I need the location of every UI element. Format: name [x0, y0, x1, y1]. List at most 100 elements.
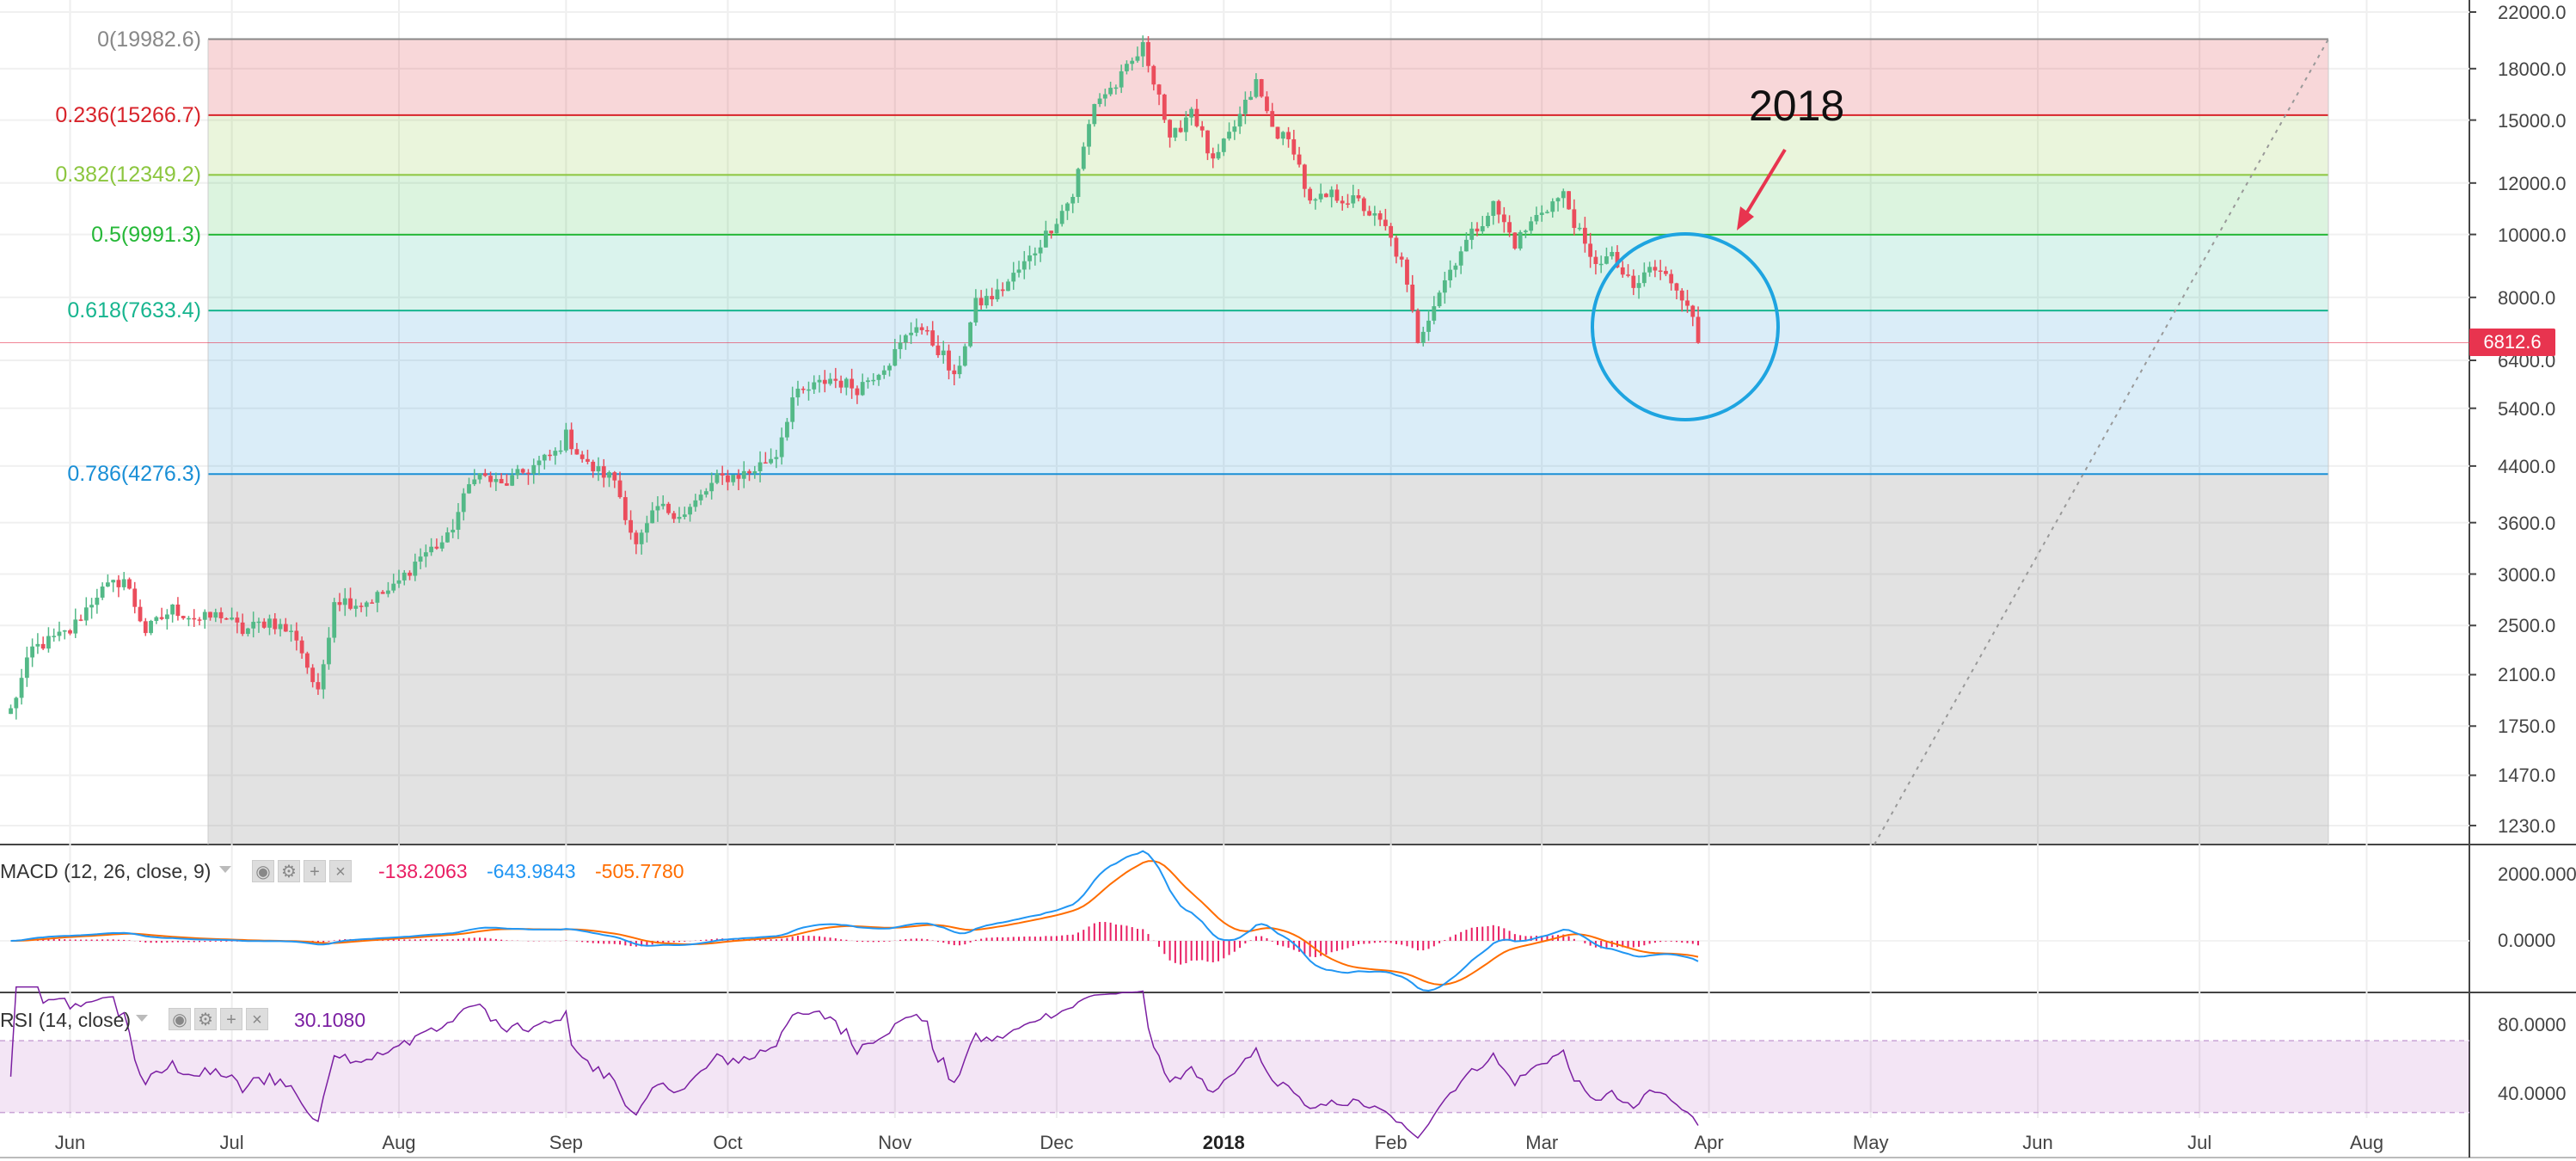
annotation-arrow[interactable] [1744, 148, 1787, 217]
candle-body[interactable] [1102, 94, 1107, 99]
candle-body[interactable] [1135, 56, 1140, 61]
candle-body[interactable] [1534, 214, 1539, 222]
candle-body[interactable] [1507, 222, 1512, 233]
candle-body[interactable] [1076, 169, 1081, 197]
candle-body[interactable] [348, 598, 353, 609]
candle-body[interactable] [515, 469, 520, 476]
candle-body[interactable] [40, 643, 46, 649]
candle-body[interactable] [1189, 108, 1194, 118]
candle-body[interactable] [149, 620, 153, 634]
candle-body[interactable] [321, 664, 326, 690]
candle-body[interactable] [860, 382, 865, 396]
candle-body[interactable] [1615, 251, 1620, 267]
candle-body[interactable] [682, 514, 687, 518]
candle-body[interactable] [629, 519, 633, 533]
candle-body[interactable] [408, 572, 412, 576]
candle-body[interactable] [482, 473, 488, 476]
candle-body[interactable] [1119, 71, 1124, 88]
candle-body[interactable] [1664, 271, 1668, 274]
candle-body[interactable] [1065, 203, 1070, 212]
candle-body[interactable] [978, 298, 984, 306]
candle-body[interactable] [504, 483, 509, 486]
macd-settings-icon[interactable]: ⚙ [278, 860, 300, 882]
candle-body[interactable] [83, 607, 89, 621]
candle-body[interactable] [1221, 138, 1226, 152]
candle-body[interactable] [688, 507, 692, 515]
candle-body[interactable] [78, 619, 83, 621]
candle-body[interactable] [1572, 209, 1577, 229]
candle-body[interactable] [1318, 194, 1323, 200]
candle-body[interactable] [494, 478, 499, 482]
candle-body[interactable] [289, 630, 293, 632]
candle-body[interactable] [353, 605, 359, 609]
candle-body[interactable] [1211, 153, 1216, 159]
candle-body[interactable] [116, 580, 121, 587]
candle-body[interactable] [1049, 230, 1054, 234]
candle-body[interactable] [709, 482, 715, 492]
candle-body[interactable] [1496, 200, 1501, 215]
candle-body[interactable] [807, 389, 811, 391]
candle-body[interactable] [580, 454, 585, 459]
candle-body[interactable] [1140, 41, 1145, 57]
rsi-visibility-icon[interactable]: ◉ [169, 1008, 191, 1030]
candle-body[interactable] [645, 523, 649, 533]
candle-body[interactable] [1173, 127, 1178, 138]
candle-body[interactable] [774, 457, 779, 459]
rsi-close-icon[interactable]: × [246, 1008, 268, 1030]
rsi-add-icon[interactable]: + [220, 1008, 242, 1030]
candle-body[interactable] [1410, 284, 1415, 310]
candle-body[interactable] [127, 579, 132, 589]
candle-body[interactable] [1383, 219, 1388, 226]
candle-body[interactable] [1561, 191, 1566, 199]
candle-body[interactable] [202, 611, 207, 620]
candle-body[interactable] [881, 370, 886, 375]
candle-body[interactable] [138, 606, 143, 622]
candle-body[interactable] [520, 469, 525, 473]
candle-body[interactable] [1168, 120, 1172, 138]
candle-body[interactable] [1329, 189, 1334, 198]
candle-body[interactable] [1582, 227, 1587, 244]
macd-close-icon[interactable]: × [329, 860, 352, 882]
candle-body[interactable] [672, 513, 677, 519]
candle-body[interactable] [299, 640, 304, 654]
candle-body[interactable] [990, 296, 995, 300]
candle-body[interactable] [607, 472, 611, 478]
candle-body[interactable] [1199, 126, 1205, 131]
candle-body[interactable] [52, 636, 57, 637]
candle-body[interactable] [639, 532, 644, 544]
candle-body[interactable] [984, 296, 989, 306]
candle-body[interactable] [612, 472, 617, 481]
candle-body[interactable] [876, 374, 881, 380]
candle-body[interactable] [1216, 151, 1221, 159]
candle-body[interactable] [187, 617, 191, 620]
candle-body[interactable] [1669, 273, 1674, 284]
candle-body[interactable] [445, 532, 450, 543]
candle-body[interactable] [617, 480, 623, 498]
candle-body[interactable] [757, 462, 763, 471]
candle-body[interactable] [386, 590, 390, 594]
candle-body[interactable] [1232, 126, 1237, 132]
candle-body[interactable] [106, 582, 110, 587]
candle-body[interactable] [537, 460, 542, 465]
candle-body[interactable] [1442, 280, 1447, 293]
candle-body[interactable] [623, 497, 628, 520]
candle-body[interactable] [930, 330, 935, 346]
candle-body[interactable] [1265, 96, 1269, 112]
candle-body[interactable] [838, 380, 843, 388]
candle-body[interactable] [812, 382, 817, 390]
candle-body[interactable] [1626, 274, 1630, 276]
candle-body[interactable] [1242, 99, 1248, 114]
candle-body[interactable] [1108, 88, 1113, 95]
candle-body[interactable] [57, 631, 62, 636]
candle-body[interactable] [472, 479, 477, 485]
candle-body[interactable] [553, 451, 558, 456]
candle-body[interactable] [429, 546, 433, 553]
candle-body[interactable] [914, 327, 919, 333]
candle-body[interactable] [526, 472, 531, 475]
candle-body[interactable] [68, 630, 72, 634]
candle-body[interactable] [499, 478, 504, 484]
candle-body[interactable] [197, 619, 202, 621]
candle-body[interactable] [822, 379, 827, 384]
candle-body[interactable] [1696, 316, 1701, 343]
